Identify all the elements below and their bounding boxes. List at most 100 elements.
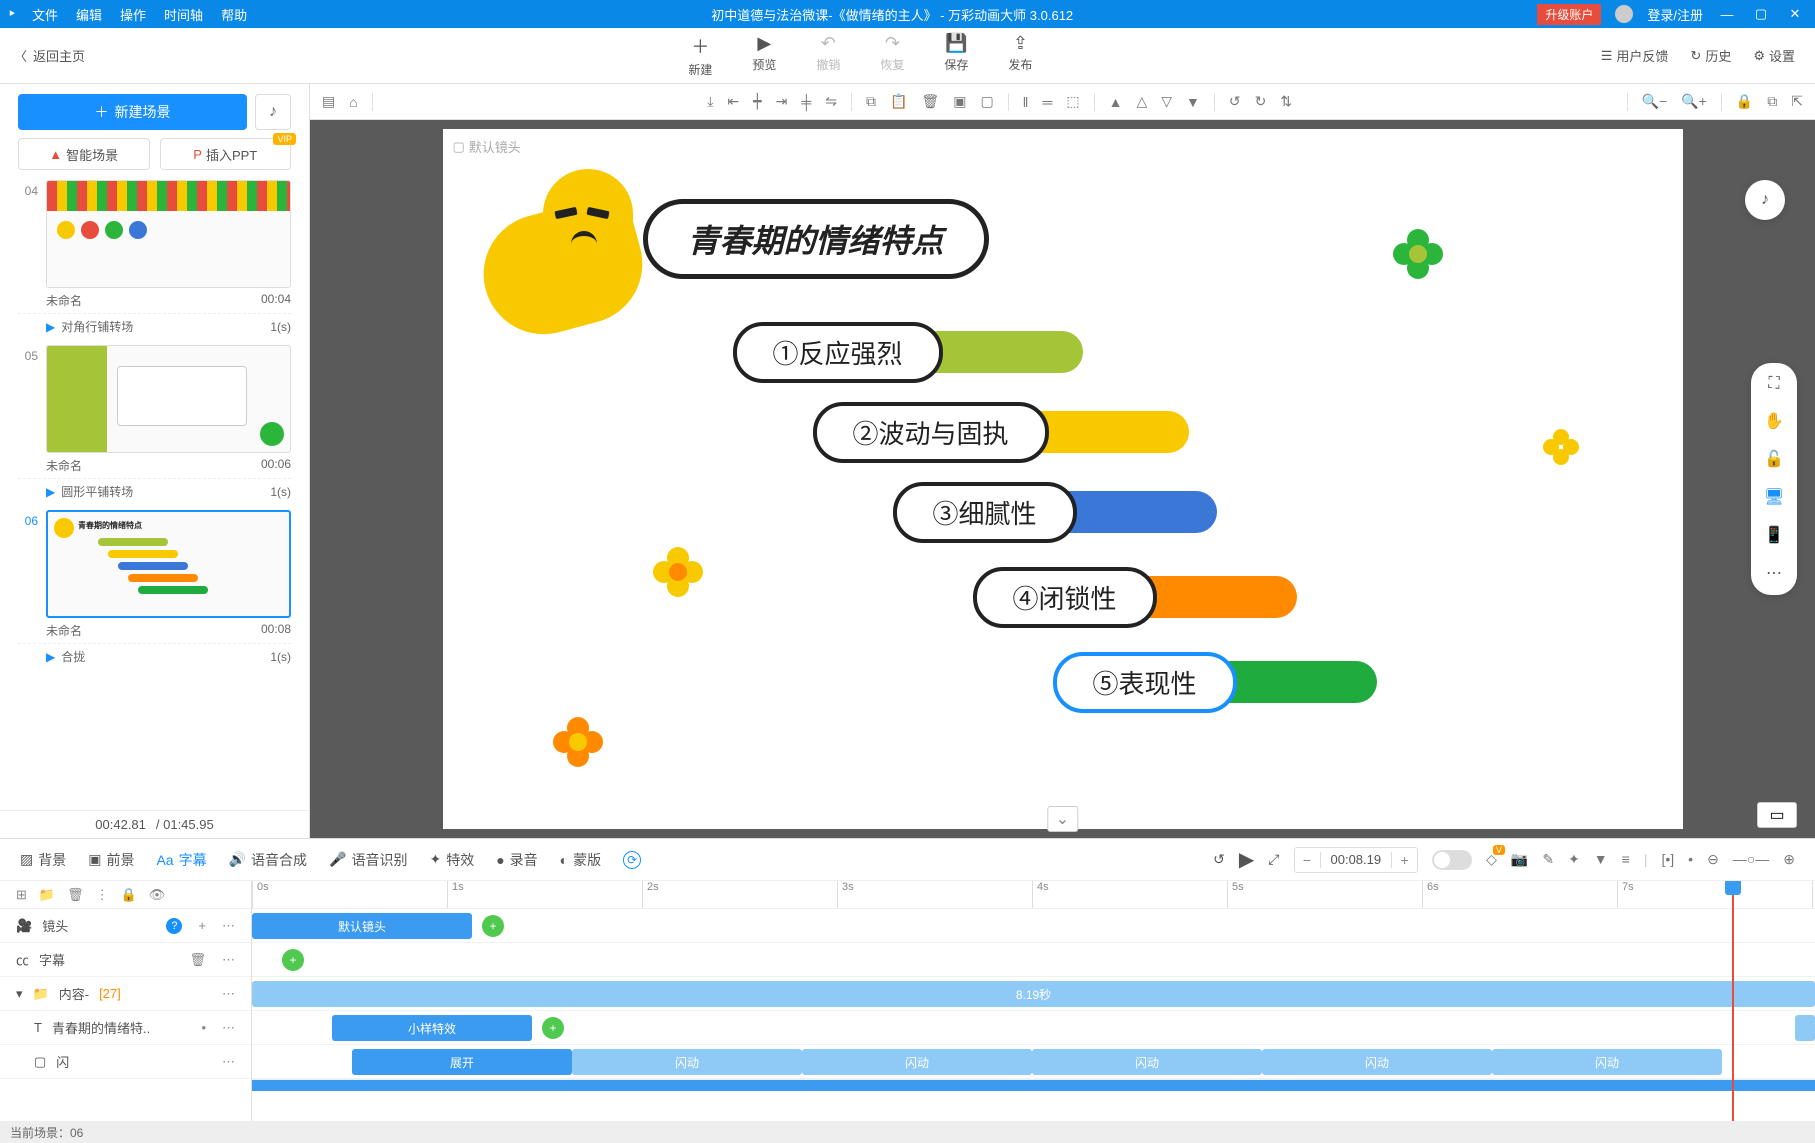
- timeline-row-subtitle[interactable]: +: [252, 943, 1815, 977]
- tab-effects[interactable]: ✦特效: [429, 850, 474, 870]
- delete-icon[interactable]: 🗑: [921, 93, 939, 110]
- publish-button[interactable]: ⇪发布: [1008, 33, 1032, 78]
- time-input[interactable]: − 00:08.19 +: [1294, 847, 1419, 873]
- tab-record[interactable]: ●录音: [496, 850, 537, 870]
- timeline-row-camera[interactable]: 默认镜头 +: [252, 909, 1815, 943]
- add-keyframe[interactable]: +: [482, 915, 504, 937]
- add-keyframe[interactable]: +: [542, 1017, 564, 1039]
- list-item[interactable]: ⑤表现性: [1053, 654, 1377, 710]
- track-subtitle[interactable]: ㏄字幕🗑⋯: [0, 943, 251, 977]
- tab-mask[interactable]: ◐蒙版: [560, 850, 601, 870]
- edit-icon[interactable]: ✎: [1542, 851, 1554, 868]
- duplicate-icon[interactable]: ⧉: [1767, 93, 1777, 110]
- bring-forward-icon[interactable]: △: [1136, 93, 1147, 110]
- timeline-tracks[interactable]: 0s1s2s3s4s5s6s7s8s 默认镜头 + + 8.19秒 小样特效 +…: [252, 881, 1815, 1121]
- playhead[interactable]: [1732, 881, 1734, 1121]
- align-right-icon[interactable]: ⇥: [776, 93, 788, 110]
- fullscreen-icon[interactable]: ⛶: [1768, 375, 1779, 393]
- menu-edit[interactable]: 编辑: [76, 5, 102, 24]
- align-left-icon[interactable]: ⇤: [727, 93, 739, 110]
- save-button[interactable]: 💾保存: [944, 33, 968, 78]
- timeline-scrollbar[interactable]: [252, 1079, 1815, 1091]
- dot-icon[interactable]: •: [201, 1020, 206, 1035]
- character-banana[interactable]: [483, 169, 663, 349]
- tab-background[interactable]: ▨背景: [20, 850, 66, 870]
- hand-icon[interactable]: ✋: [1764, 411, 1784, 431]
- bracket-icon[interactable]: [•]: [1661, 851, 1674, 868]
- track-text[interactable]: T青春期的情绪特..•⋯: [0, 1011, 251, 1045]
- zoom-in-icon[interactable]: 🔍+: [1681, 93, 1707, 110]
- paste-icon[interactable]: 📋: [890, 93, 907, 110]
- add-keyframe[interactable]: +: [282, 949, 304, 971]
- copy-icon[interactable]: ⧉: [866, 93, 876, 110]
- add-icon[interactable]: +: [198, 918, 206, 933]
- scene-item[interactable]: 06 青春期的情绪特点 未命名00:08 ▶合拢1(s): [18, 510, 291, 669]
- clip-flash[interactable]: 闪动: [572, 1049, 802, 1075]
- maximize-button[interactable]: ▢: [1751, 6, 1771, 22]
- new-button[interactable]: ＋新建: [688, 33, 712, 78]
- align-icon[interactable]: ≡: [1622, 851, 1630, 868]
- list-item[interactable]: ③细腻性: [893, 484, 1217, 540]
- dots-icon[interactable]: ⋮: [96, 887, 109, 903]
- back-button[interactable]: 〈 返回主页: [0, 46, 120, 65]
- send-back-icon[interactable]: ▼: [1186, 94, 1200, 110]
- timeline-row-content[interactable]: 8.19秒: [252, 977, 1815, 1011]
- play-icon[interactable]: ▶: [46, 485, 55, 499]
- more-icon[interactable]: ⋯: [222, 986, 235, 1002]
- collapse-handle[interactable]: ⌄: [1047, 806, 1078, 832]
- zoom-out-icon[interactable]: 🔍−: [1642, 93, 1668, 110]
- rewind-icon[interactable]: ↺: [1213, 851, 1225, 868]
- rotate-right-icon[interactable]: ↻: [1255, 93, 1267, 110]
- chevron-down-icon[interactable]: ▾: [16, 986, 23, 1002]
- stage-music-button[interactable]: ♪: [1745, 180, 1785, 220]
- desktop-icon[interactable]: 🖥: [1764, 487, 1784, 507]
- minimap-button[interactable]: ▭: [1757, 802, 1797, 828]
- play-icon[interactable]: ▶: [46, 320, 55, 334]
- bring-front-icon[interactable]: ▲: [1109, 94, 1123, 110]
- minus-circle-icon[interactable]: ⊖: [1707, 851, 1719, 868]
- flip-v-icon[interactable]: ⇅: [1280, 93, 1292, 110]
- group-icon[interactable]: ▣: [953, 93, 966, 110]
- undo-button[interactable]: ↶撤销: [816, 33, 840, 78]
- list-item[interactable]: ①反应强烈: [733, 324, 1083, 380]
- crop-icon[interactable]: ⬚: [1066, 93, 1079, 110]
- clip-expand[interactable]: 展开: [352, 1049, 572, 1075]
- folder-icon[interactable]: 📁: [39, 887, 55, 903]
- menu-action[interactable]: 操作: [120, 5, 146, 24]
- scene-thumbnail[interactable]: 青春期的情绪特点: [46, 510, 291, 618]
- scene-thumbnail[interactable]: [46, 345, 291, 453]
- settings-button[interactable]: ⚙设置: [1753, 46, 1795, 65]
- login-button[interactable]: 登录/注册: [1647, 5, 1703, 24]
- more-icon[interactable]: ⋯: [222, 952, 235, 968]
- more-icon[interactable]: ⋯: [222, 1020, 235, 1036]
- export-icon[interactable]: ⇱: [1791, 93, 1803, 110]
- list-item[interactable]: ④闭锁性: [973, 569, 1297, 625]
- timeline-row-text[interactable]: 小样特效 +: [252, 1011, 1815, 1045]
- toggle-switch[interactable]: [1432, 850, 1472, 870]
- clip-flash[interactable]: 闪动: [1492, 1049, 1722, 1075]
- clip-tail[interactable]: [1795, 1015, 1815, 1041]
- camera-icon[interactable]: 📷: [1511, 851, 1528, 868]
- expand-icon[interactable]: ⤢: [1268, 851, 1279, 868]
- stage[interactable]: ▢默认镜头: [310, 120, 1815, 838]
- redo-button[interactable]: ↷恢复: [880, 33, 904, 78]
- distribute-v-icon[interactable]: ═: [1042, 94, 1052, 110]
- lock-track-icon[interactable]: 🔒: [121, 887, 137, 903]
- timeline-ruler[interactable]: 0s1s2s3s4s5s6s7s8s: [252, 881, 1815, 909]
- align-bottom-icon[interactable]: ⤓: [707, 93, 713, 110]
- time-plus[interactable]: +: [1391, 852, 1417, 868]
- add-track-icon[interactable]: ⊞: [16, 887, 27, 903]
- eye-icon[interactable]: 👁: [149, 887, 166, 903]
- effect-icon[interactable]: ✦: [1568, 851, 1580, 868]
- lock-icon[interactable]: 🔒: [1736, 93, 1753, 110]
- dot-icon[interactable]: •: [1688, 851, 1693, 868]
- scene-thumbnail[interactable]: [46, 180, 291, 288]
- slider-icon[interactable]: —○—: [1733, 851, 1769, 868]
- play-icon[interactable]: ▶: [46, 650, 55, 664]
- time-minus[interactable]: −: [1295, 852, 1321, 868]
- ai-scene-button[interactable]: ▲智能场景: [18, 138, 150, 170]
- clip-camera[interactable]: 默认镜头: [252, 913, 472, 939]
- clip-flash[interactable]: 闪动: [802, 1049, 1032, 1075]
- tab-tts[interactable]: 🔊语音合成: [229, 850, 307, 870]
- help-icon[interactable]: ?: [166, 918, 182, 934]
